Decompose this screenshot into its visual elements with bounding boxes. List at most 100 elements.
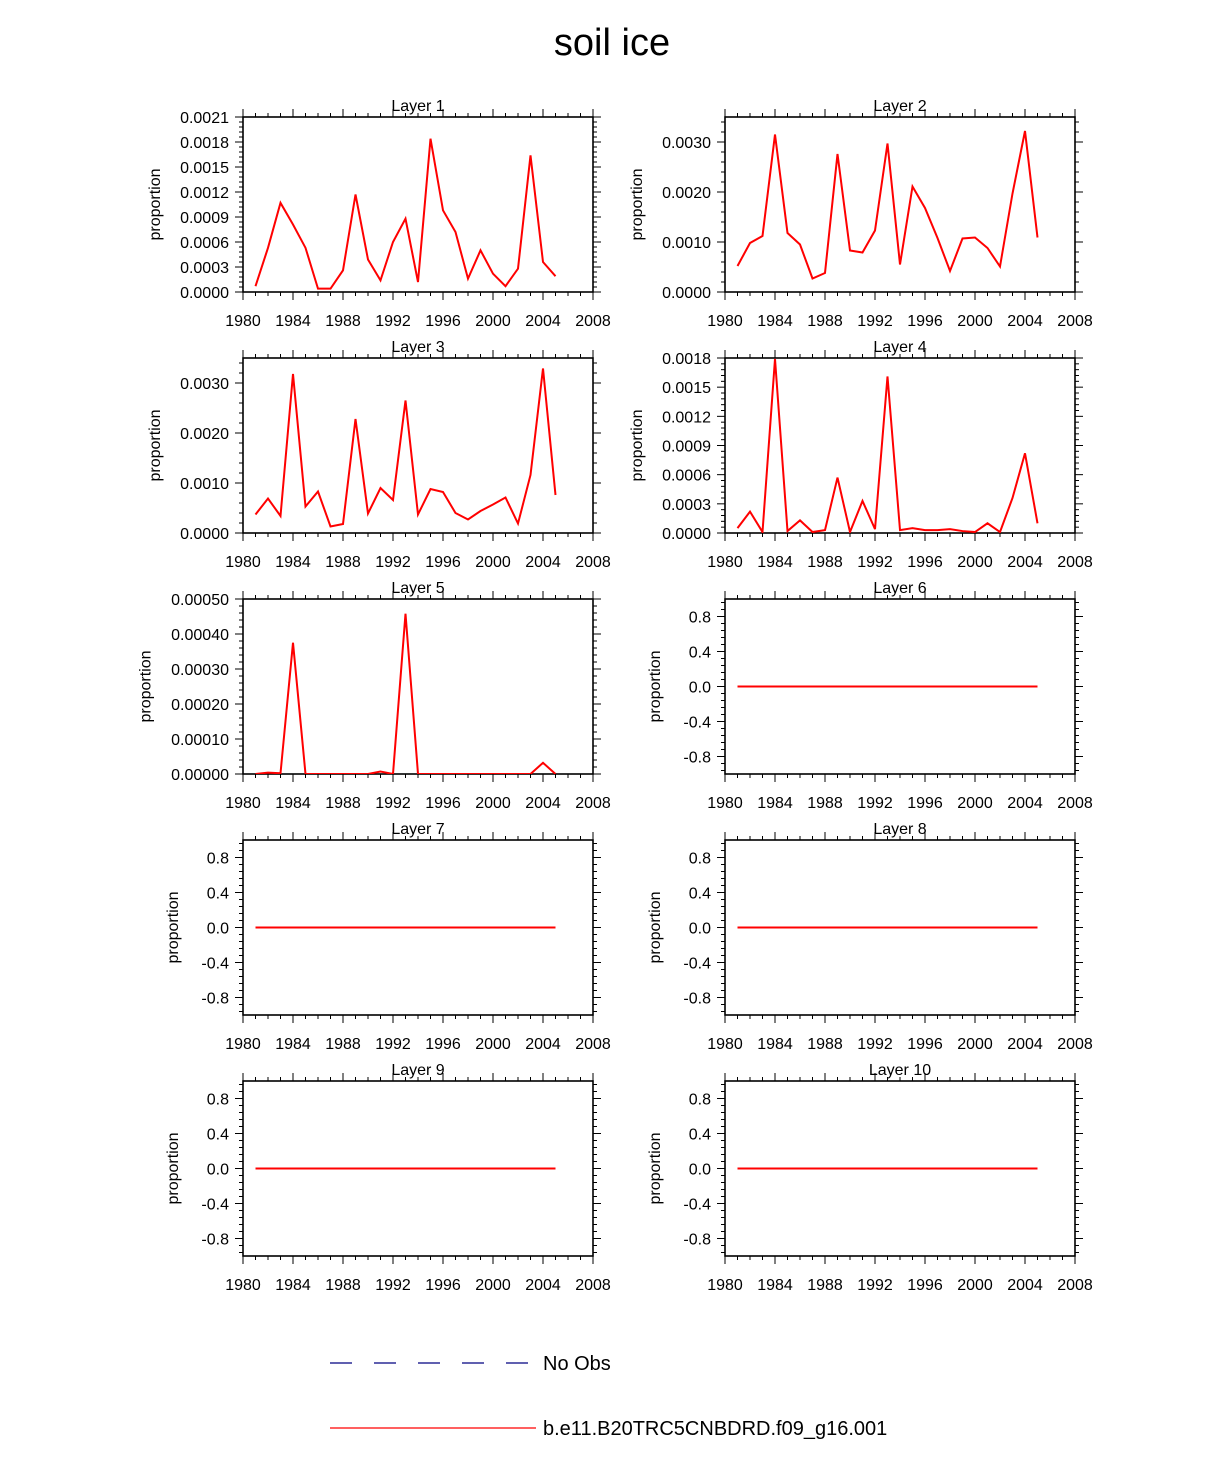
- panel-2-ylabel: proportion: [629, 168, 646, 240]
- panel-9-xtick-label: 2004: [525, 1277, 561, 1294]
- panel-5-ytick-label: 0.00010: [171, 732, 229, 749]
- panel-7-xtick-label: 1980: [225, 1036, 261, 1053]
- panel-4-ytick-label: 0.0015: [662, 380, 711, 397]
- panel-8-ytick-label: 0.8: [689, 851, 711, 868]
- panel-9-xtick-label: 1980: [225, 1277, 261, 1294]
- panel-1-ylabel: proportion: [147, 168, 164, 240]
- panel-10-ytick-label: -0.4: [683, 1197, 711, 1214]
- panel-7-xtick-label: 2000: [475, 1036, 511, 1053]
- panel-9-xtick-label: 1996: [425, 1277, 461, 1294]
- panel-4-xtick-label: 1996: [907, 554, 943, 571]
- panel-4-ytick-label: 0.0009: [662, 439, 711, 456]
- panel-1-xtick-label: 2000: [475, 313, 511, 330]
- panel-9-ytick-label: -0.4: [201, 1197, 229, 1214]
- panel-5-xtick-label: 2008: [575, 795, 611, 812]
- panel-2-ytick-label: 0.0020: [662, 185, 711, 202]
- panel-5-xtick-label: 1988: [325, 795, 361, 812]
- panel-10-ytick-label: 0.8: [689, 1092, 711, 1109]
- panel-10-ytick-label: -0.8: [683, 1232, 711, 1249]
- panel-7-title: Layer 7: [391, 821, 444, 838]
- panel-2-xtick-label: 1980: [707, 313, 743, 330]
- panel-7-ytick-label: -0.4: [201, 956, 229, 973]
- panel-2-xtick-label: 1984: [757, 313, 793, 330]
- panel-10-ylabel: proportion: [647, 1132, 664, 1204]
- panel-1-xtick-label: 1988: [325, 313, 361, 330]
- panel-6-ytick-label: -0.4: [683, 715, 711, 732]
- panel-7-ytick-label: 0.8: [207, 851, 229, 868]
- panel-5-ytick-label: 0.00030: [171, 662, 229, 679]
- panel-4-title: Layer 4: [873, 339, 926, 356]
- panel-4-ytick-label: 0.0012: [662, 409, 711, 426]
- panel-4-ytick-label: 0.0003: [662, 497, 711, 514]
- panel-4-ytick-label: 0.0000: [662, 526, 711, 543]
- panel-2-ytick-label: 0.0010: [662, 235, 711, 252]
- panel-1-xtick-label: 1980: [225, 313, 261, 330]
- panel-4-xtick-label: 1992: [857, 554, 893, 571]
- panel-8-ytick-label: 0.0: [689, 921, 711, 938]
- panel-9-ylabel: proportion: [165, 1132, 182, 1204]
- panel-1-frame: [242, 116, 594, 293]
- panel-3-ytick-label: 0.0010: [180, 476, 229, 493]
- panel-7-ylabel: proportion: [165, 891, 182, 963]
- panel-9-xtick-label: 1984: [275, 1277, 311, 1294]
- panel-4-xtick-label: 2004: [1007, 554, 1043, 571]
- panel-5-xtick-label: 1996: [425, 795, 461, 812]
- panel-2-title: Layer 2: [873, 98, 926, 115]
- panel-8: Layer 8 1980 1984 1988 1992 1996 2000 2004 2008 -…: [647, 821, 1093, 1053]
- panel-3-ytick-label: 0.0020: [180, 426, 229, 443]
- panel-4-series-line: [736, 358, 1039, 533]
- panel-4-ylabel: proportion: [629, 409, 646, 481]
- panel-1: Layer 1 1980 1984 1988 1992 1996 2000 2004 2008 0…: [147, 98, 611, 330]
- panel-6-xtick-label: 1988: [807, 795, 843, 812]
- panel-9-ytick-label: 0.8: [207, 1092, 229, 1109]
- panel-2-xtick-label: 2000: [957, 313, 993, 330]
- panel-3-xtick-label: 2004: [525, 554, 561, 571]
- panel-10-xtick-label: 1988: [807, 1277, 843, 1294]
- panel-6-ytick-label: 0.8: [689, 610, 711, 627]
- panel-7-xtick-label: 2008: [575, 1036, 611, 1053]
- panel-5-ytick-label: 0.00000: [171, 767, 229, 784]
- panel-2-xtick-label: 1992: [857, 313, 893, 330]
- panel-3-xtick-label: 2000: [475, 554, 511, 571]
- panel-10-xtick-label: 2000: [957, 1277, 993, 1294]
- panel-5-frame: [242, 598, 594, 775]
- panel-1-ytick-label: 0.0006: [180, 235, 229, 252]
- panel-9-xtick-label: 1988: [325, 1277, 361, 1294]
- panel-4-ytick-label: 0.0018: [662, 351, 711, 368]
- panel-7-ytick-label: 0.0: [207, 921, 229, 938]
- panel-3-ytick-label: 0.0000: [180, 526, 229, 543]
- panel-7: Layer 7 1980 1984 1988 1992 1996 2000 2004 2008 -…: [165, 821, 611, 1053]
- panel-5-xtick-label: 1980: [225, 795, 261, 812]
- panel-9-xtick-label: 2000: [475, 1277, 511, 1294]
- panel-8-xtick-label: 1992: [857, 1036, 893, 1053]
- panel-6-xtick-label: 1984: [757, 795, 793, 812]
- panel-1-ytick-label: 0.0021: [180, 110, 229, 127]
- panel-4: Layer 4 1980 1984 1988 1992 1996 2000 2004 2008 0…: [629, 339, 1093, 571]
- panel-3-xtick-label: 1992: [375, 554, 411, 571]
- panel-4-xtick-label: 1980: [707, 554, 743, 571]
- panel-3-xtick-label: 1988: [325, 554, 361, 571]
- panel-2-xtick-label: 1996: [907, 313, 943, 330]
- panel-3-series-line: [254, 368, 557, 528]
- panel-10-title: Layer 10: [869, 1062, 931, 1079]
- panel-5-title: Layer 5: [391, 580, 444, 597]
- panel-8-xtick-label: 1984: [757, 1036, 793, 1053]
- panel-1-ytick-label: 0.0009: [180, 210, 229, 227]
- panel-10-xtick-label: 1996: [907, 1277, 943, 1294]
- panel-2-ytick-label: 0.0030: [662, 135, 711, 152]
- panel-3: Layer 3 1980 1984 1988 1992 1996 2000 2004 2008 0…: [147, 339, 611, 571]
- panel-6-ytick-label: -0.8: [683, 750, 711, 767]
- panel-3-xtick-label: 2008: [575, 554, 611, 571]
- panel-5-xtick-label: 1992: [375, 795, 411, 812]
- panel-5-xtick-label: 2000: [475, 795, 511, 812]
- panel-3-ytick-label: 0.0030: [180, 376, 229, 393]
- panel-1-ytick-label: 0.0003: [180, 260, 229, 277]
- panel-2-ytick-label: 0.0000: [662, 285, 711, 302]
- panel-2-series-line: [736, 130, 1039, 280]
- panel-5-xtick-label: 1984: [275, 795, 311, 812]
- panel-4-xtick-label: 1984: [757, 554, 793, 571]
- panel-6-title: Layer 6: [873, 580, 926, 597]
- panel-7-ytick-label: -0.8: [201, 991, 229, 1008]
- panel-5: Layer 5 1980 1984 1988 1992 1996 2000 2004 2008 0…: [138, 580, 611, 812]
- panel-1-xtick-label: 1996: [425, 313, 461, 330]
